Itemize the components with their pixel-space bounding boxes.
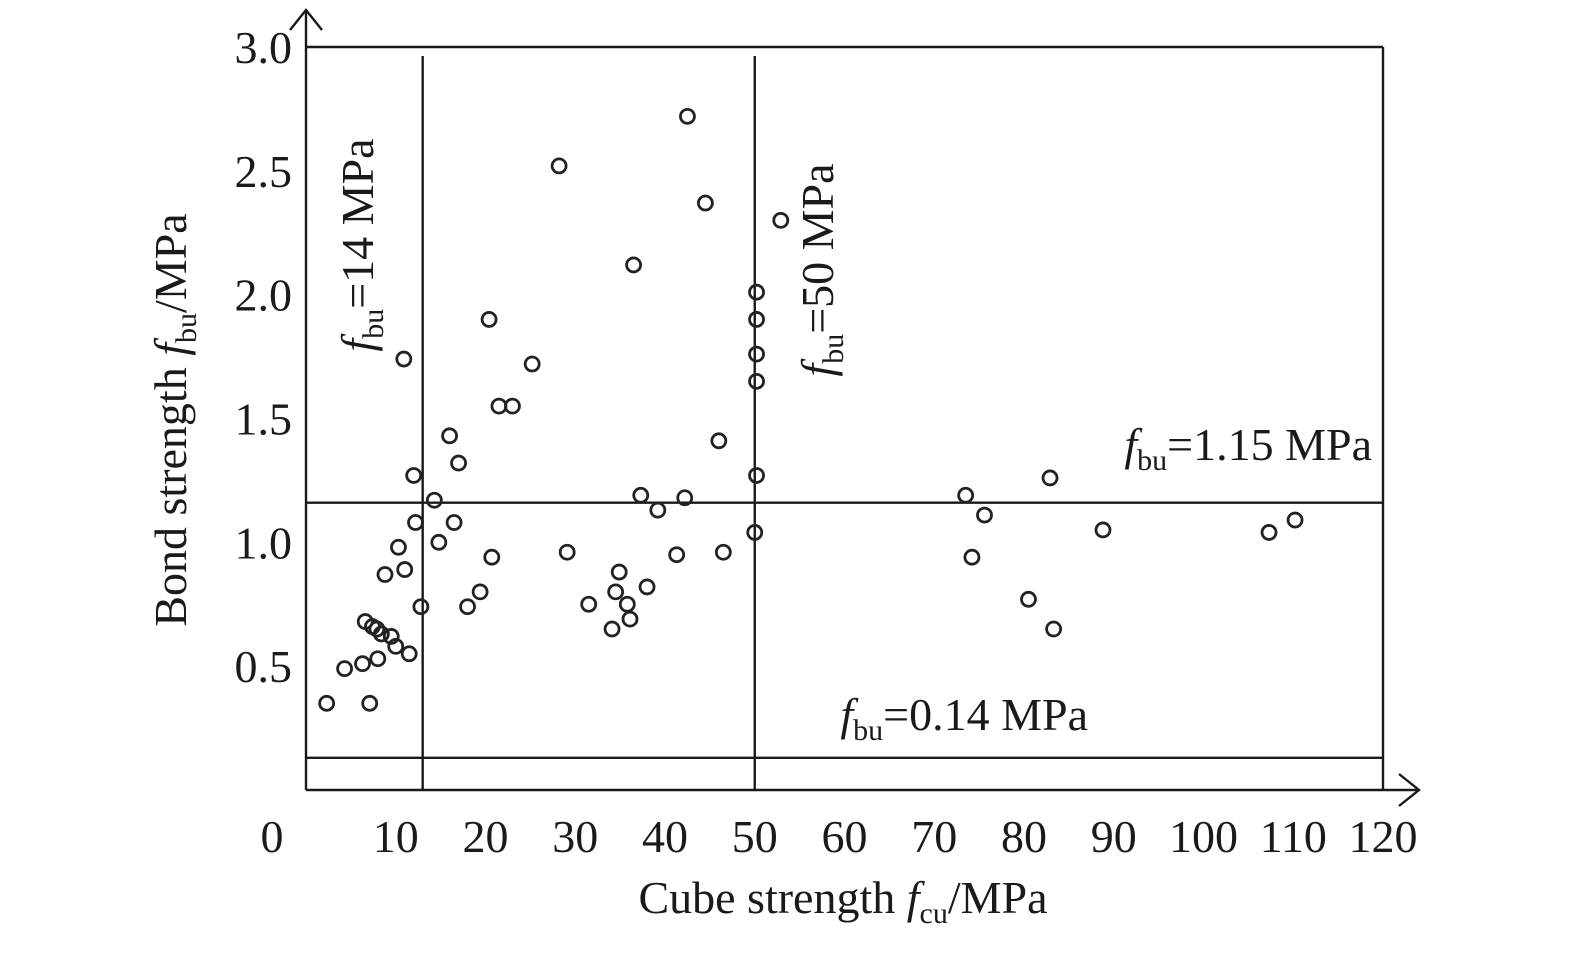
data-point — [523, 355, 541, 373]
plot-frame — [289, 8, 1421, 807]
y-axis-arrow — [289, 8, 323, 31]
x-tick-label: 80 — [1001, 811, 1047, 862]
y-tick-label: 1.5 — [235, 394, 293, 445]
reference-line-label: fbu=0.14 MPa — [840, 689, 1088, 747]
tick-labels: 0 10 20 30 40 50 60 70 80 90 100 110 120 0.5 1.0 1.5 2.0… — [235, 22, 1418, 862]
x-tick-label: 60 — [822, 811, 868, 862]
data-point — [696, 194, 714, 212]
data-point — [390, 538, 407, 556]
data-point — [580, 595, 598, 613]
data-point — [354, 655, 371, 673]
data-point — [668, 546, 686, 564]
data-point — [396, 561, 414, 578]
x-axis-label: Cube strength fcu/MPa — [638, 872, 1047, 930]
y-tick-label: 3.0 — [235, 22, 293, 73]
x-tick-label: 40 — [642, 811, 688, 862]
data-point — [748, 372, 765, 390]
data-point — [318, 694, 336, 712]
data-point — [1041, 469, 1059, 487]
data-point — [405, 467, 423, 484]
reference-lines — [306, 56, 1383, 790]
data-point — [748, 345, 765, 363]
data-point — [441, 427, 459, 445]
y-axis-label: Bond strength fbu/MPa — [145, 213, 203, 626]
y-tick-label: 0.5 — [235, 641, 293, 692]
x-tick-label: 110 — [1260, 811, 1327, 862]
data-point — [1286, 511, 1304, 529]
data-point — [336, 660, 353, 678]
data-point — [1020, 590, 1037, 608]
data-point — [746, 524, 764, 541]
data-point — [376, 566, 394, 583]
data-point — [490, 397, 508, 415]
data-point — [400, 645, 418, 663]
x-tick-label: 30 — [552, 811, 598, 862]
data-point — [412, 598, 430, 616]
data-point — [550, 157, 568, 175]
data-point — [387, 637, 405, 655]
data-point — [976, 506, 993, 524]
x-tick-label: 70 — [911, 811, 957, 862]
data-point — [480, 311, 498, 328]
data-point — [504, 397, 521, 415]
x-tick-label: 50 — [732, 811, 778, 862]
reference-line-label: fbu=1.15 MPa — [1124, 419, 1372, 477]
data-point — [445, 514, 463, 531]
data-point — [1260, 524, 1278, 541]
data-point — [772, 211, 790, 229]
reference-line-label: fbu=50 MPa — [792, 163, 850, 376]
x-tick-label: 10 — [373, 811, 419, 862]
data-point — [459, 598, 476, 616]
data-point — [483, 548, 501, 566]
data-point — [450, 454, 467, 472]
data-point — [558, 543, 576, 561]
data-point — [649, 501, 667, 519]
data-point — [748, 311, 765, 328]
data-point — [610, 563, 628, 581]
data-point — [382, 628, 400, 645]
data-point — [957, 486, 975, 504]
data-point — [372, 625, 390, 643]
data-point — [710, 432, 728, 450]
data-point — [368, 620, 386, 638]
data-point — [621, 610, 639, 628]
data-point — [407, 514, 424, 531]
data-point — [361, 694, 379, 712]
data-point — [369, 650, 387, 668]
reference-line-label: fbu=14 MPa — [332, 138, 390, 351]
data-point — [748, 283, 765, 301]
data-point — [676, 489, 694, 507]
data-point — [714, 543, 732, 561]
data-point — [425, 491, 443, 509]
data-point — [618, 595, 636, 613]
x-tick-label: 90 — [1091, 811, 1137, 862]
y-tick-label: 2.0 — [235, 270, 293, 321]
data-point — [963, 548, 981, 566]
data-points — [318, 107, 1304, 712]
data-point — [748, 467, 765, 484]
data-point — [679, 107, 696, 125]
data-point — [1094, 521, 1112, 539]
data-point — [625, 256, 642, 274]
data-point — [632, 486, 650, 504]
data-point — [603, 620, 621, 638]
x-tick-label: 120 — [1349, 811, 1418, 862]
x-tick-label: 20 — [463, 811, 509, 862]
x-tick-label: 100 — [1169, 811, 1238, 862]
data-point — [471, 583, 489, 601]
data-point — [638, 578, 656, 596]
reference-line-labels: fbu=14 MPa fbu=50 MPa fbu=1.15 MPa fbu=0.14… — [332, 138, 1372, 747]
y-tick-label: 1.0 — [235, 517, 293, 568]
x-tick-label: 0 — [261, 811, 284, 862]
y-tick-label: 2.5 — [235, 146, 293, 197]
data-point — [607, 583, 625, 601]
data-point — [430, 533, 448, 551]
x-axis-arrow — [1398, 773, 1421, 807]
data-point — [1045, 620, 1063, 638]
data-point — [395, 350, 413, 368]
